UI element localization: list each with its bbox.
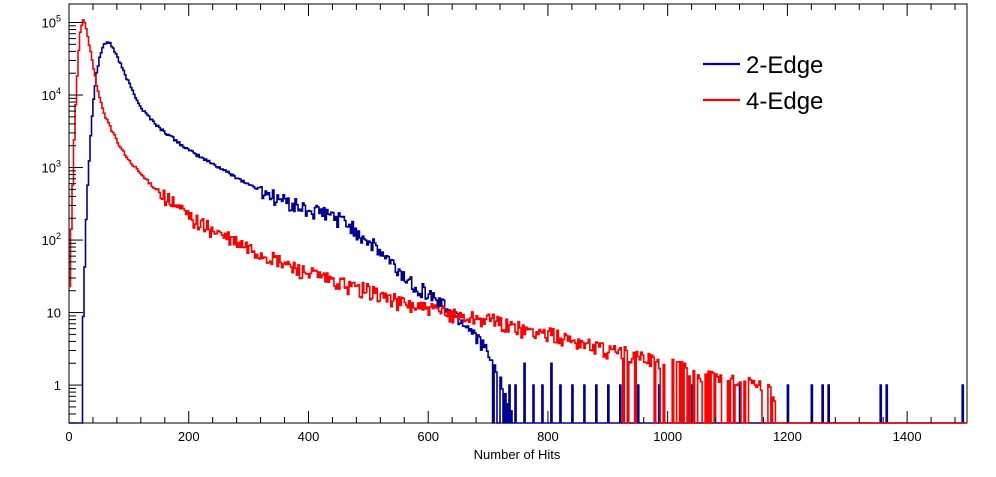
x-tick-label: 800: [537, 429, 559, 444]
legend: 2-Edge 4-Edge: [703, 52, 823, 115]
x-axis-label: Number of Hits: [474, 447, 561, 462]
series-layer: [69, 19, 966, 424]
plot-frame: [68, 3, 968, 424]
series-line-four-edge: [69, 19, 966, 424]
y-tick-label: 10: [47, 306, 61, 321]
y-tick-label: 1: [54, 378, 61, 393]
legend-label: 2-Edge: [746, 52, 823, 79]
x-tick-label: 200: [178, 429, 200, 444]
legend-label: 4-Edge: [746, 88, 823, 115]
axis-layer: 0 200 400 600 800 1000 1200 1400 1 10 102 103 104 105: [42, 4, 956, 444]
x-tick-label: 1000: [653, 429, 682, 444]
x-tick-label: 600: [417, 429, 439, 444]
y-tick-label: 104: [42, 86, 61, 103]
x-tick-label: 0: [65, 429, 72, 444]
x-tick-label: 1200: [773, 429, 802, 444]
x-tick-label: 400: [298, 429, 320, 444]
y-tick-label: 102: [42, 231, 61, 248]
x-tick-label: 1400: [893, 429, 922, 444]
series-line-two-edge: [69, 41, 966, 424]
y-tick-label: 103: [42, 159, 61, 176]
y-tick-label: 105: [42, 14, 61, 31]
